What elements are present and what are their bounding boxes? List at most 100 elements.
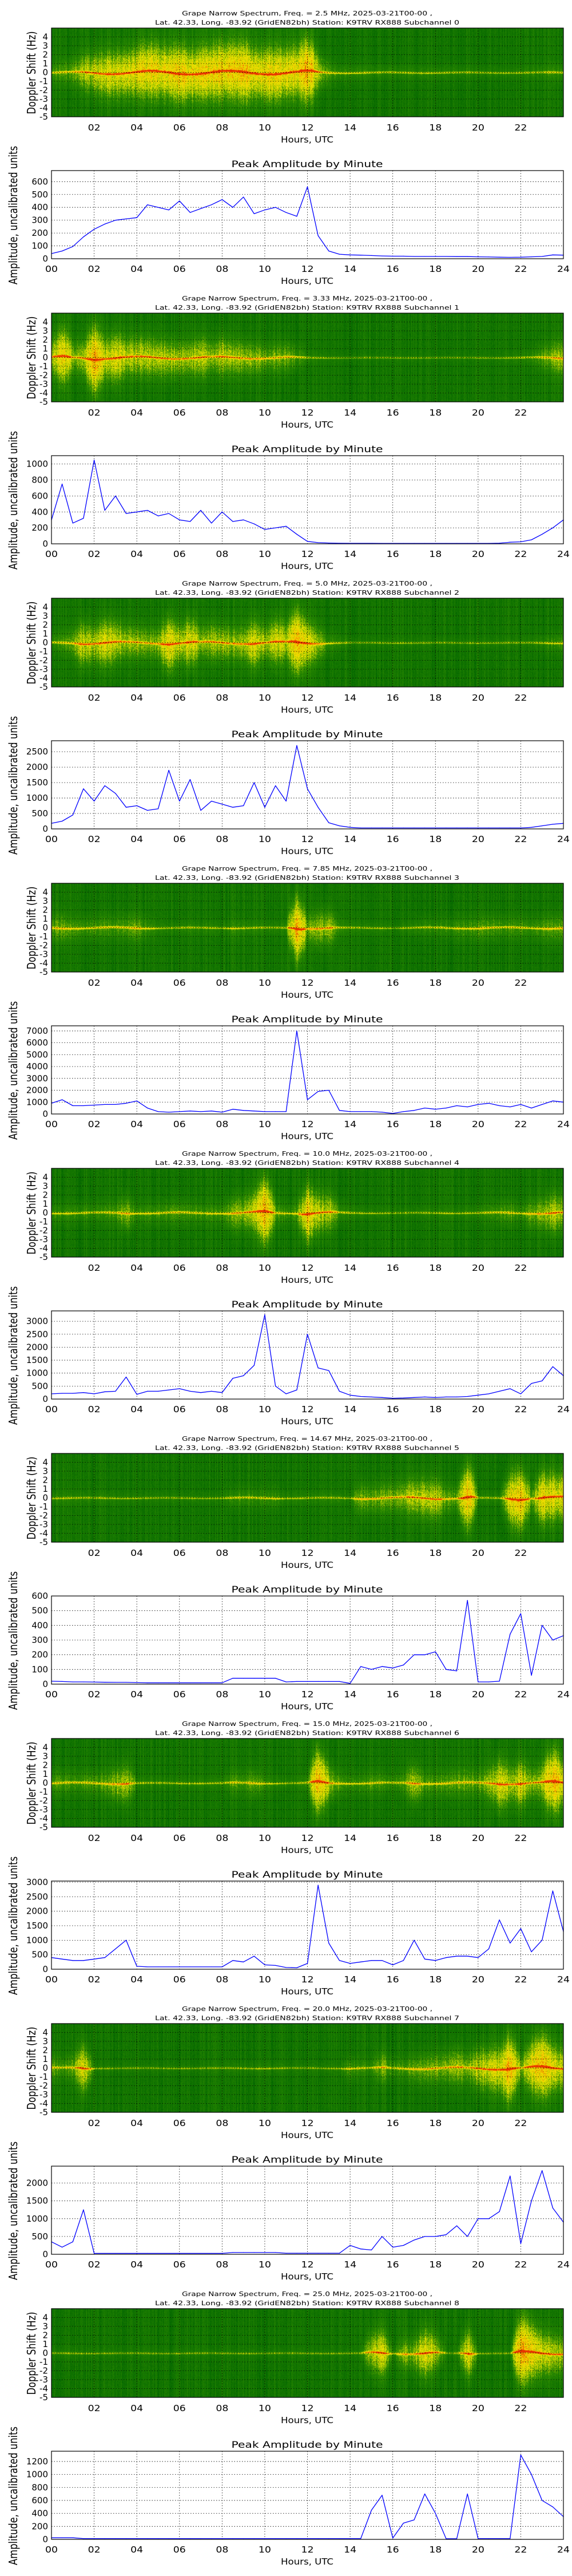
x-tick-label: 08: [216, 408, 228, 418]
x-tick-label: 06: [173, 2545, 186, 2555]
amplitude-point: [467, 1600, 468, 1601]
x-tick-label: 08: [216, 264, 228, 274]
amplitude-point: [179, 1682, 180, 1684]
amplitude-point: [488, 256, 490, 258]
x-tick-label: 14: [344, 1974, 356, 1985]
amplitude-point: [232, 2252, 233, 2253]
x-tick-label: 02: [88, 2403, 101, 2413]
x-tick-label: 02: [88, 1974, 101, 1985]
y-tick-label: -1: [39, 2357, 48, 2367]
amplitude-point: [285, 2538, 287, 2539]
amplitude-point: [403, 1111, 404, 1112]
y-tick-label: -4: [39, 388, 48, 398]
amplitude-point: [317, 2538, 319, 2539]
amplitude-point: [307, 541, 308, 542]
amplitude-point: [200, 2538, 201, 2539]
amplitude-point: [285, 1111, 287, 1112]
y-tick-label: 3000: [26, 1073, 48, 1084]
x-tick-label: 12: [301, 408, 314, 418]
x-tick-label: 14: [344, 978, 356, 988]
x-tick-label: 12: [301, 1689, 314, 1700]
x-tick-label: 16: [387, 123, 399, 133]
x-tick-label: 14: [344, 1689, 356, 1700]
amplitude-point: [221, 1966, 223, 1967]
amplitude-point: [179, 200, 180, 202]
channel-panel: Grape Narrow Spectrum, Freq. = 15.0 MHz,…: [0, 1710, 572, 1997]
y-tick-label: 600: [31, 176, 48, 187]
y-tick-label: 6000: [26, 1038, 48, 1048]
y-tick-label: 2: [42, 335, 48, 345]
amplitude-chart-frame: [51, 2166, 564, 2255]
amplitude-point: [488, 2538, 490, 2539]
spectrum-title-line-2: Lat. 42.33, Long. -83.92 (GridEN82bh) St…: [155, 2300, 459, 2307]
amplitude-point: [435, 2513, 436, 2514]
amplitude-point: [499, 2211, 500, 2212]
x-tick-label: 02: [88, 408, 101, 418]
y-tick-label: 800: [31, 475, 48, 485]
amplitude-point: [424, 2236, 426, 2237]
y-tick-label: 4: [42, 602, 48, 613]
amplitude-point: [307, 1681, 308, 1682]
amplitude-point: [296, 534, 297, 535]
x-tick-label: 08: [216, 978, 228, 988]
x-tick-label: 14: [344, 834, 356, 844]
x-tick-label: 08: [216, 1974, 228, 1985]
x-tick-label: 04: [130, 1833, 143, 1843]
y-tick-label: 0: [42, 1109, 48, 1119]
amplitude-point: [147, 204, 148, 206]
y-tick-label: -3: [39, 2374, 48, 2385]
y-tick-label: -5: [39, 682, 48, 692]
x-tick-label: 14: [344, 1548, 356, 1558]
x-tick-label: 00: [45, 1404, 58, 1415]
spectrogram-frame: [51, 883, 564, 973]
amplitude-chart-title: Peak Amplitude by Minute: [232, 444, 383, 455]
x-tick-label: 00: [45, 2545, 58, 2555]
amplitude-y-axis-label: Amplitude, uncalibrated units: [6, 2427, 20, 2565]
y-tick-label: 3: [42, 896, 48, 906]
x-tick-label: 06: [173, 1974, 186, 1985]
y-tick-label: 2: [42, 50, 48, 60]
x-tick-label: 22: [514, 2118, 527, 2128]
x-tick-label: 16: [387, 264, 399, 274]
x-tick-label: 16: [387, 1119, 399, 1129]
spectrum-title-line-2: Lat. 42.33, Long. -83.92 (GridEN82bh) St…: [155, 1159, 459, 1167]
y-tick-label: 2500: [26, 1891, 48, 1902]
spectrogram-y-axis-label: Doppler Shift (Hz): [25, 2312, 38, 2395]
x-tick-label: 18: [429, 2403, 442, 2413]
x-tick-label: 24: [557, 264, 570, 274]
y-tick-label: -1: [39, 1787, 48, 1797]
amplitude-y-axis-label: Amplitude, uncalibrated units: [6, 716, 20, 855]
x-tick-label: 14: [344, 549, 356, 559]
y-tick-label: 3: [42, 2321, 48, 2332]
x-tick-label: 08: [216, 2259, 228, 2270]
x-tick-label: 22: [514, 834, 527, 844]
spectrogram-y-axis-label: Doppler Shift (Hz): [25, 317, 38, 400]
x-tick-label: 22: [514, 1548, 527, 1558]
x-tick-label: 16: [387, 1404, 399, 1415]
amplitude-point: [115, 2538, 116, 2539]
amplitude-x-axis-label: Hours, UTC: [281, 846, 333, 856]
x-tick-label: 10: [259, 123, 271, 133]
y-tick-label: 4: [42, 32, 48, 42]
channel-panel: Grape Narrow Spectrum, Freq. = 5.0 MHz, …: [0, 570, 572, 856]
amplitude-y-axis-label: Amplitude, uncalibrated units: [6, 2142, 20, 2280]
amplitude-point: [211, 2538, 212, 2539]
amplitude-point: [360, 1396, 362, 1397]
y-tick-label: 1500: [26, 1921, 48, 1931]
x-tick-label: 16: [387, 1974, 399, 1985]
x-tick-label: 08: [216, 2403, 228, 2413]
y-tick-label: 1: [42, 1484, 48, 1494]
amplitude-point: [200, 1966, 201, 1967]
y-tick-label: -1: [39, 361, 48, 372]
amplitude-point: [339, 1960, 340, 1961]
amplitude-point: [221, 2538, 223, 2539]
amplitude-point: [317, 807, 319, 808]
amplitude-point: [253, 2538, 255, 2539]
y-tick-label: 2000: [26, 1342, 48, 1352]
amplitude-chart-title: Peak Amplitude by Minute: [232, 1584, 383, 1595]
x-tick-label: 06: [173, 1119, 186, 1129]
amplitude-y-axis-label: Amplitude, uncalibrated units: [6, 1286, 20, 1425]
amplitude-point: [285, 1393, 287, 1394]
amplitude-chart-title: Peak Amplitude by Minute: [232, 2154, 383, 2165]
spectrogram-x-axis-label: Hours, UTC: [281, 990, 333, 1000]
